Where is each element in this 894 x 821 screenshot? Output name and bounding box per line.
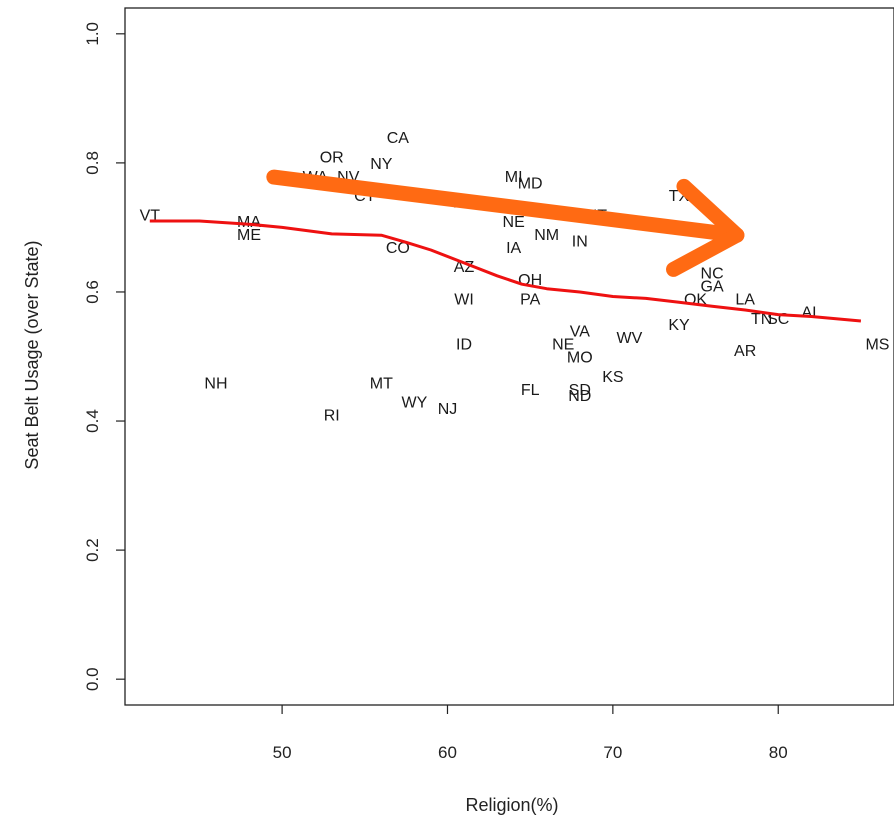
trend-arrow-annotation <box>266 169 745 277</box>
point-label-ar: AR <box>734 343 756 360</box>
x-tick-label: 60 <box>438 743 457 762</box>
x-tick-label: 80 <box>769 743 788 762</box>
point-label-ne: NE <box>503 214 525 231</box>
x-axis-label: Religion(%) <box>465 795 558 815</box>
arrow-head <box>676 178 745 243</box>
point-label-ri: RI <box>324 408 340 425</box>
arrow-head <box>666 227 745 277</box>
point-label-ga: GA <box>701 279 724 296</box>
point-label-nm: NM <box>534 227 559 244</box>
data-points: VTMAMENHRIORWANVCTCANYCOMTWYNJDEAZWIIDMI… <box>140 130 890 425</box>
plot-frame <box>124 7 894 706</box>
point-label-ma: MA <box>237 214 261 231</box>
point-label-nc: NC <box>701 266 724 283</box>
point-label-ms: MS <box>865 337 889 354</box>
trend-line <box>149 219 862 323</box>
point-label-id: ID <box>456 337 472 354</box>
y-axis-label: Seat Belt Usage (over State) <box>22 240 42 469</box>
point-label-wy: WY <box>402 395 428 412</box>
point-label-mi: MI <box>505 169 523 186</box>
point-label-la: LA <box>735 291 755 308</box>
y-tick-label: 1.0 <box>83 22 102 46</box>
point-label-me: ME <box>237 227 261 244</box>
point-label-al: AL <box>802 304 822 321</box>
point-label-nd: ND <box>568 388 591 405</box>
y-axis: 0.0 0.2 0.4 0.6 0.8 1.0 <box>83 22 125 691</box>
point-label-pa: PA <box>520 291 540 308</box>
point-label-va: VA <box>570 324 590 341</box>
y-tick-label: 0.6 <box>83 280 102 304</box>
y-tick-label: 0.0 <box>83 667 102 691</box>
point-label-in: IN <box>572 233 588 250</box>
x-tick-label: 50 <box>273 743 292 762</box>
y-tick-label: 0.8 <box>83 151 102 175</box>
point-label-sd: SD <box>569 382 591 399</box>
y-tick-label: 0.4 <box>83 409 102 433</box>
point-label-ky: KY <box>668 317 690 334</box>
point-label-ia: IA <box>506 240 521 257</box>
point-label-wv: WV <box>617 330 643 347</box>
point-label-wi: WI <box>454 291 474 308</box>
x-tick-label: 70 <box>603 743 622 762</box>
point-label-co: CO <box>386 240 410 257</box>
arrow-shaft <box>266 169 737 242</box>
point-label-ca: CA <box>387 130 410 147</box>
point-label-ne: NE <box>552 337 574 354</box>
point-label-ks: KS <box>602 369 623 386</box>
point-label-ny: NY <box>370 156 393 173</box>
point-label-mo: MO <box>567 350 593 367</box>
point-label-mt: MT <box>370 375 393 392</box>
x-axis: 50 60 70 80 <box>273 705 788 762</box>
point-label-or: OR <box>320 149 344 166</box>
point-label-md: MD <box>518 175 543 192</box>
point-label-nh: NH <box>204 375 227 392</box>
y-tick-label: 0.2 <box>83 538 102 562</box>
point-label-fl: FL <box>521 382 540 399</box>
point-label-nj: NJ <box>438 401 458 418</box>
point-label-tn: TN <box>751 311 772 328</box>
trend-lines <box>149 219 862 323</box>
